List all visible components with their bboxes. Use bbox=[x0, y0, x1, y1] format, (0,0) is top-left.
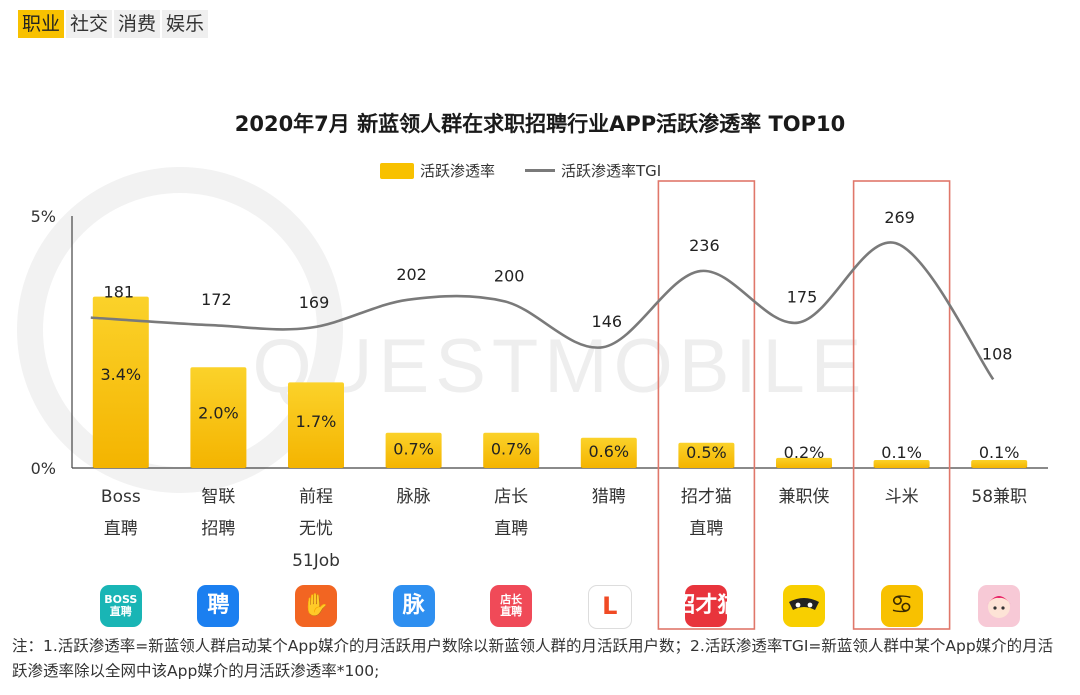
tgi-value-label: 172 bbox=[201, 290, 232, 309]
bar-value-label: 0.7% bbox=[393, 439, 434, 458]
bar bbox=[483, 432, 540, 468]
chart-title: 2020年7月 新蓝领人群在求职招聘行业APP活跃渗透率 TOP10 bbox=[234, 112, 846, 136]
x-tick-label: 直聘 bbox=[494, 519, 528, 539]
zhilian-icon: 聘 bbox=[197, 585, 240, 627]
tgi-value-label: 181 bbox=[104, 283, 135, 302]
bar-value-label: 0.7% bbox=[491, 439, 532, 458]
tgi-value-label: 146 bbox=[592, 312, 623, 331]
x-tick-label: 兼职侠 bbox=[779, 487, 830, 507]
legend-label-line: 活跃渗透率TGI bbox=[561, 162, 662, 180]
x-tick-label: 前程 bbox=[299, 487, 333, 507]
legend-item-line: 活跃渗透率TGI bbox=[525, 160, 661, 181]
watermark-text: QUESTMOBILE bbox=[253, 324, 868, 409]
bar-value-label: 0.5% bbox=[686, 443, 727, 462]
bar bbox=[580, 437, 637, 468]
tab-social[interactable]: 社交 bbox=[66, 10, 113, 38]
bar bbox=[92, 296, 149, 468]
bar-value-label: 2.0% bbox=[198, 404, 239, 423]
x-tick-label: 直聘 bbox=[104, 519, 138, 539]
highlight-box bbox=[852, 180, 951, 630]
chart-legend: 活跃渗透率 活跃渗透率TGI bbox=[380, 160, 661, 181]
tgi-line bbox=[90, 241, 995, 381]
category-tabs: 职业 社交 消费 娱乐 bbox=[18, 10, 209, 38]
51job-icon: ✋ bbox=[295, 585, 337, 627]
zhaocaimao-icon: 招才猫 bbox=[685, 585, 728, 627]
liepin-icon: L bbox=[587, 585, 632, 629]
bar bbox=[873, 460, 930, 468]
y-tick-label: 0% bbox=[31, 459, 56, 478]
boss-zhipin-icon: BOSS 直聘 bbox=[99, 585, 142, 627]
legend-item-bar: 活跃渗透率 bbox=[380, 160, 495, 181]
tab-career[interactable]: 职业 bbox=[18, 10, 65, 38]
footnote: 注：1.活跃渗透率=新蓝领人群启动某个App媒介的月活跃用户数除以新蓝领人群的月… bbox=[12, 637, 1054, 680]
tgi-value-label: 175 bbox=[787, 288, 818, 307]
bar-value-label: 0.2% bbox=[784, 443, 825, 462]
58jianzhi-icon bbox=[978, 585, 1021, 627]
doumi-icon: ♋ bbox=[880, 585, 923, 627]
tab-consumption[interactable]: 消费 bbox=[114, 10, 161, 38]
bar bbox=[678, 442, 735, 468]
x-tick-label: 斗米 bbox=[885, 487, 919, 507]
legend-swatch-line bbox=[525, 169, 556, 172]
tgi-value-label: 200 bbox=[494, 267, 525, 286]
x-tick-label: 脉脉 bbox=[397, 487, 431, 507]
x-tick-label: 猎聘 bbox=[592, 487, 626, 507]
chart-canvas: QUESTMOBILE 0% 5% 3.4% 2.0% 1.7% 0.7% 0.7% 0.6% 0… bbox=[17, 167, 1048, 630]
tgi-value-label: 169 bbox=[299, 293, 330, 312]
highlight-box bbox=[657, 180, 756, 630]
bar-value-label: 0.1% bbox=[979, 443, 1020, 462]
bar bbox=[971, 460, 1028, 468]
x-tick-label: 直聘 bbox=[689, 519, 723, 539]
legend-label-bar: 活跃渗透率 bbox=[420, 162, 496, 180]
bar bbox=[190, 367, 247, 468]
watermark-ring bbox=[17, 167, 343, 493]
bar bbox=[288, 382, 344, 468]
x-tick-label: 51Job bbox=[292, 551, 340, 571]
x-tick-label: 店长 bbox=[494, 487, 528, 507]
y-tick-label: 5% bbox=[31, 207, 56, 226]
maimai-icon: 脉 bbox=[392, 585, 435, 627]
bar bbox=[385, 432, 442, 468]
bar-value-label: 0.1% bbox=[881, 443, 922, 462]
bar-value-label: 3.4% bbox=[100, 365, 141, 384]
tgi-value-label: 236 bbox=[689, 236, 720, 255]
bar-value-label: 0.6% bbox=[588, 442, 629, 461]
tgi-value-label: 269 bbox=[884, 208, 915, 227]
x-tick-label: 无忧 bbox=[299, 519, 333, 539]
x-tick-label: 58兼职 bbox=[971, 487, 1027, 507]
legend-swatch-bar bbox=[380, 162, 414, 179]
dianzhang-icon: 店长 直聘 bbox=[490, 585, 533, 627]
tab-entertainment[interactable]: 娱乐 bbox=[162, 10, 209, 38]
x-tick-label: 招才猫 bbox=[681, 487, 732, 507]
x-tick-label: 招聘 bbox=[201, 519, 235, 539]
bar bbox=[776, 457, 832, 468]
x-tick-label: 智联 bbox=[201, 487, 235, 507]
tgi-value-label: 108 bbox=[982, 344, 1013, 363]
tgi-value-label: 202 bbox=[396, 265, 427, 284]
x-tick-label: Boss bbox=[101, 487, 141, 507]
jianzhixia-icon bbox=[783, 585, 825, 627]
bar-value-label: 1.7% bbox=[296, 412, 337, 431]
